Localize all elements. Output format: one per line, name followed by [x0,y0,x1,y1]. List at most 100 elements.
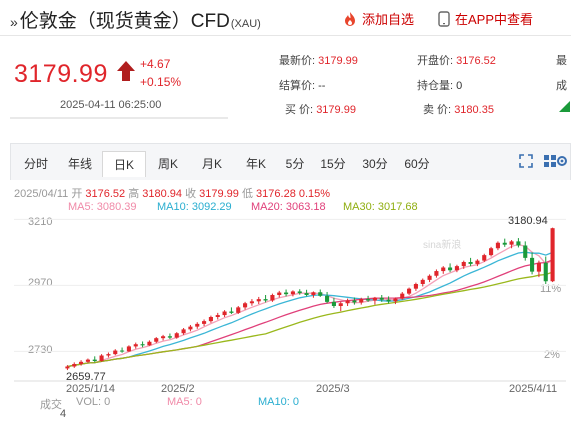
candle-body [448,267,453,271]
pct-tick-label: 11% [540,283,562,295]
candle-body [277,292,282,295]
candle-body [236,307,241,313]
x-tick-label: 2025/1/14 [66,383,115,395]
candle-body [79,361,84,365]
candle-body [413,284,418,289]
candle-body [441,267,446,272]
candle-body [372,297,377,301]
ma20-line [67,259,553,368]
breadcrumb-arrow[interactable]: » [10,14,18,30]
candle-body [331,301,336,306]
open-app-label: 在APP中查看 [455,12,534,27]
instrument-symbol: (XAU) [230,18,261,30]
tab-60min[interactable]: 60分 [404,157,430,171]
ma10-legend: MA10: 3092.29 [157,201,232,213]
tab-5min[interactable]: 5分 [285,157,305,171]
ohlc-readout: 2025/04/11 开 3176.52 高 3180.94 收 3179.99… [14,188,331,200]
tab-daily-k[interactable]: 日K [102,151,146,177]
candle-body [181,329,186,334]
latest-price-field: 最新价: 3179.99 [279,55,358,67]
candle-body [161,336,166,339]
truncated-field-1: 最 [556,55,567,67]
candle-body [202,321,207,324]
candle-body [243,303,248,308]
candle-body [318,292,323,296]
sina-watermark: sina新浪 [423,240,462,251]
candle-body [65,366,70,369]
candle-body [297,291,302,294]
open-app-button[interactable]: 在APP中查看 [437,9,533,28]
candle-body [215,315,220,317]
candle-body [386,299,391,302]
settings-icon[interactable] [555,154,569,168]
candle-body [475,260,480,264]
candle-body [359,299,364,303]
candle-body [379,297,384,300]
candle-body [311,292,316,295]
period-tabs: 分时 年线 日K 周K 月K 年K 5分 15分 30分 60分 [14,151,438,177]
candle-body [106,354,111,356]
pct-tick-label: 2% [544,349,560,361]
ask-price-field: 卖 价: 3180.35 [423,104,494,116]
fullscreen-icon[interactable] [519,154,533,168]
page-header: » 伦敦金（现货黄金）CFD(XAU) 添加自选 在APP中查看 [0,0,571,36]
candle-body [195,323,200,327]
tab-weekly-k[interactable]: 周K [157,157,178,171]
tab-15min[interactable]: 15分 [320,157,346,171]
price-change: +4.67 [140,57,171,71]
grid-icon[interactable] [543,154,557,168]
instrument-name: 伦敦金（现货黄金）CFD [19,11,230,32]
tab-intraday[interactable]: 分时 [23,157,48,171]
candle-body [454,266,459,271]
page-title: » 伦敦金（现货黄金）CFD(XAU) [10,6,261,33]
candle-body [120,350,125,352]
tab-year-line[interactable]: 年线 [67,157,92,171]
y-tick-label: 2970 [28,277,53,289]
max-price-label: 3180.94 [508,215,548,227]
candle-body [468,262,473,264]
candle-body [140,344,145,346]
ma10-line [67,251,553,368]
add-watchlist-button[interactable]: 添加自选 [342,9,414,28]
candle-body [270,295,275,301]
tab-yearly-k[interactable]: 年K [245,157,266,171]
candle-body [147,341,152,346]
candle-body [126,346,131,352]
candle-body [92,359,97,361]
chart-area[interactable] [10,180,571,443]
up-arrow-icon [117,61,135,81]
ma20-legend: MA20: 3063.18 [251,201,326,213]
candle-body [393,298,398,302]
truncated-field-2: 成 [556,80,567,92]
candle-body [352,300,357,303]
green-badge-icon [559,101,570,112]
volume-value: 4 [60,408,67,420]
candle-body [434,271,439,276]
ma5-line [67,243,553,368]
candle-body [256,299,261,302]
phone-icon [438,10,450,27]
candle-body [133,344,138,347]
candle-body [461,262,466,267]
y-tick-label: 2730 [28,344,53,356]
candle-body [338,303,343,306]
settle-price-field: 结算价: -- [279,80,326,92]
add-watchlist-label: 添加自选 [362,12,415,27]
candle-body [345,300,350,304]
tab-monthly-k[interactable]: 月K [201,157,222,171]
tab-30min[interactable]: 30分 [362,157,388,171]
candle-body [99,355,104,361]
divider [10,117,228,119]
candle-body [536,262,541,272]
candle-body [509,241,514,245]
candle-body [72,364,77,367]
candle-body [516,241,521,246]
vol-readout: VOL: 0 [76,396,111,408]
candle-body [420,279,425,284]
candle-body [304,293,309,295]
open-price-field: 开盘价: 3176.52 [417,55,496,67]
candle-body [188,326,193,330]
candle-body [427,275,432,280]
candle-body [222,311,227,316]
